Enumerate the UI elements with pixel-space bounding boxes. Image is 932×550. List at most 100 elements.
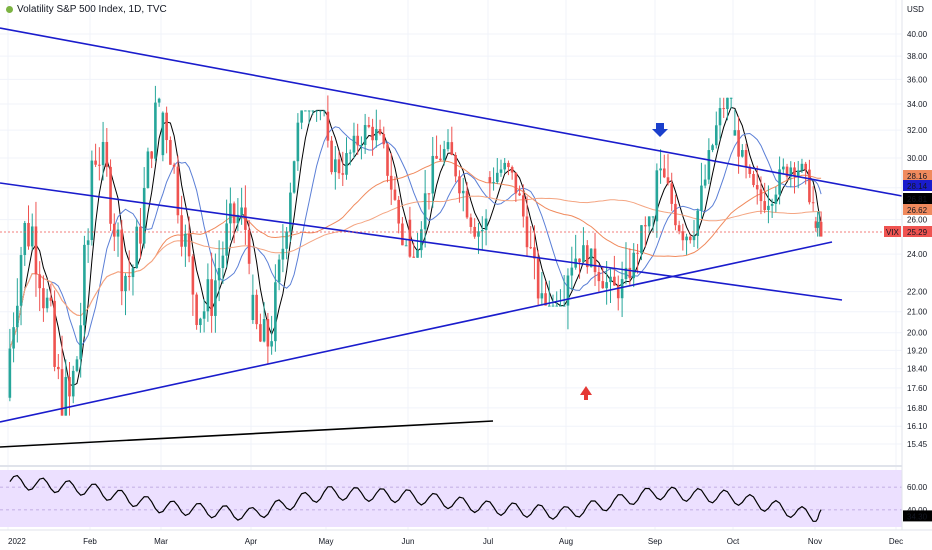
candle-body	[382, 134, 386, 145]
middle-trendline	[0, 182, 843, 301]
candle-body	[729, 97, 733, 99]
y-tick-label: 16.80	[907, 404, 928, 413]
candle-body	[191, 256, 195, 295]
x-tick-label: Aug	[559, 537, 573, 546]
candle-body	[34, 226, 38, 275]
candle-body	[315, 110, 318, 112]
candle-body	[507, 162, 510, 168]
candle-body	[101, 141, 105, 166]
candle-body	[547, 305, 551, 307]
candle-body	[454, 155, 457, 177]
price-label: 28.16	[907, 172, 928, 181]
candle-body	[199, 318, 202, 326]
candle-body	[651, 216, 655, 218]
candle-body	[210, 279, 213, 316]
y-tick-label: 30.00	[907, 154, 928, 163]
candle-body	[393, 189, 397, 200]
candle-body	[83, 244, 86, 326]
candle-body	[718, 108, 722, 126]
candle-body	[778, 169, 781, 195]
candle-body	[655, 170, 659, 222]
candle-body	[169, 140, 172, 165]
candle-body	[360, 144, 363, 146]
candle-body	[341, 173, 345, 175]
candle-body	[442, 149, 446, 161]
candle-body	[300, 110, 303, 123]
candle-body	[589, 248, 593, 268]
candle-body	[620, 279, 624, 299]
y-tick-label: 20.00	[907, 329, 928, 338]
y-tick-label: 36.00	[907, 75, 928, 84]
candle-body	[582, 245, 585, 263]
candle-body	[585, 245, 589, 268]
candle-body	[307, 110, 311, 112]
y-tick-label: 34.00	[907, 100, 928, 109]
candle-body	[154, 102, 157, 159]
candles	[8, 85, 823, 416]
candle-body	[420, 229, 423, 251]
candle-body	[480, 230, 484, 232]
candle-body	[450, 142, 454, 156]
candle-body	[270, 341, 273, 347]
candle-body	[304, 110, 307, 112]
candle-body	[692, 235, 696, 241]
candle-body	[499, 169, 503, 173]
y-tick-label: 24.00	[907, 250, 928, 259]
candle-body	[688, 236, 692, 241]
candle-body	[371, 126, 374, 141]
candle-body	[311, 110, 315, 112]
y-tick-label: 26.00	[907, 216, 928, 225]
candle-body	[465, 190, 469, 218]
candle-body	[800, 163, 804, 171]
candle-body	[659, 168, 662, 171]
chart-title-text: Volatility S&P 500 Index, 1D, TVC	[17, 4, 167, 15]
candle-body	[229, 203, 232, 224]
candle-body	[767, 205, 770, 210]
candle-body	[503, 162, 507, 170]
candle-body	[613, 276, 616, 286]
candle-body	[700, 185, 703, 211]
candle-body	[277, 259, 281, 283]
price-label: 26.81	[907, 195, 928, 204]
x-tick-label: Apr	[245, 537, 258, 546]
candle-body	[319, 110, 322, 112]
candle-body	[356, 135, 359, 146]
candle-body	[363, 125, 367, 145]
candle-body	[748, 166, 752, 174]
candle-body	[741, 150, 744, 157]
candle-body	[814, 221, 818, 228]
candle-body	[217, 268, 221, 281]
candle-body	[296, 122, 300, 162]
candle-body	[737, 130, 740, 157]
candle-body	[785, 166, 789, 177]
candle-body	[551, 305, 555, 307]
candle-body	[616, 285, 620, 299]
visibility-dot-icon[interactable]	[6, 5, 13, 13]
price-label-box	[903, 226, 932, 237]
candle-body	[146, 151, 150, 188]
candle-body	[337, 159, 341, 174]
candle-body	[525, 216, 529, 248]
candle-body	[397, 199, 400, 224]
candle-body	[109, 166, 112, 224]
candle-body	[461, 190, 465, 194]
candle-body	[90, 160, 94, 241]
candle-body	[605, 282, 608, 289]
candle-body	[495, 172, 499, 183]
candle-body	[247, 229, 251, 264]
candle-body	[8, 348, 12, 398]
candle-body	[352, 135, 356, 153]
candle-body	[473, 226, 476, 237]
price-label: 26.62	[907, 206, 928, 215]
candle-body	[529, 247, 533, 249]
candle-body	[677, 225, 681, 232]
candle-body	[570, 267, 574, 276]
candle-body	[139, 226, 142, 244]
x-tick-label: Dec	[889, 537, 903, 546]
candle-body	[367, 125, 371, 127]
candle-body	[23, 222, 27, 256]
candle-body	[30, 226, 34, 247]
candle-body	[559, 305, 562, 307]
